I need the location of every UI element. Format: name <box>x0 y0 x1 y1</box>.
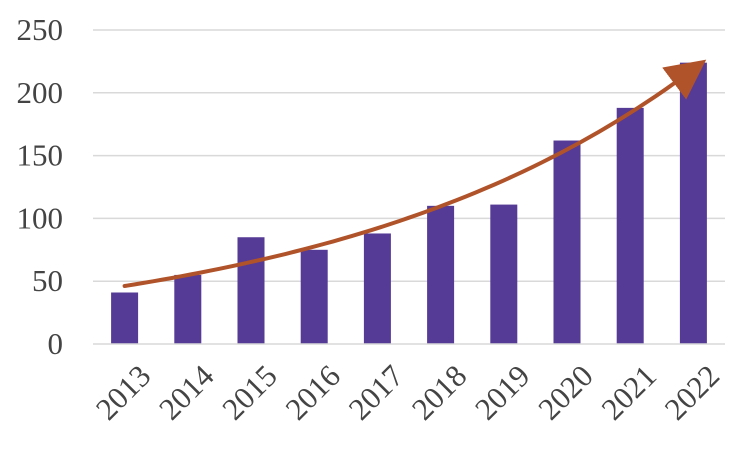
y-tick-label: 150 <box>17 138 64 173</box>
bar-2017 <box>363 233 391 344</box>
x-tick-label: 2022 <box>658 358 727 427</box>
bar-2021 <box>616 107 644 344</box>
bar-2014 <box>174 274 202 344</box>
x-tick-label: 2018 <box>405 358 474 427</box>
y-axis-ticks: 0 50 100 150 200 250 <box>17 12 64 361</box>
bar-2013 <box>111 292 139 344</box>
x-tick-label: 2015 <box>215 358 284 427</box>
trend-arrow <box>122 59 707 288</box>
bar-2022 <box>679 62 707 344</box>
x-tick-label: 2016 <box>278 358 347 427</box>
bar-2018 <box>427 205 455 344</box>
y-tick-label: 250 <box>17 12 64 47</box>
y-tick-label: 200 <box>17 75 64 110</box>
x-tick-label: 2021 <box>594 358 663 427</box>
bar-2019 <box>490 204 518 344</box>
y-tick-label: 0 <box>48 326 64 361</box>
x-tick-label: 2019 <box>468 358 537 427</box>
y-tick-label: 100 <box>17 200 64 235</box>
x-tick-label: 2014 <box>152 358 221 427</box>
bar-2015 <box>237 237 265 344</box>
x-tick-label: 2017 <box>342 358 411 427</box>
bars <box>111 62 707 344</box>
x-tick-label: 2013 <box>89 358 158 427</box>
bar-2020 <box>553 140 581 344</box>
x-tick-label: 2020 <box>531 358 600 427</box>
y-tick-label: 50 <box>32 263 63 298</box>
bar-2016 <box>300 249 328 344</box>
trendline <box>122 59 707 288</box>
